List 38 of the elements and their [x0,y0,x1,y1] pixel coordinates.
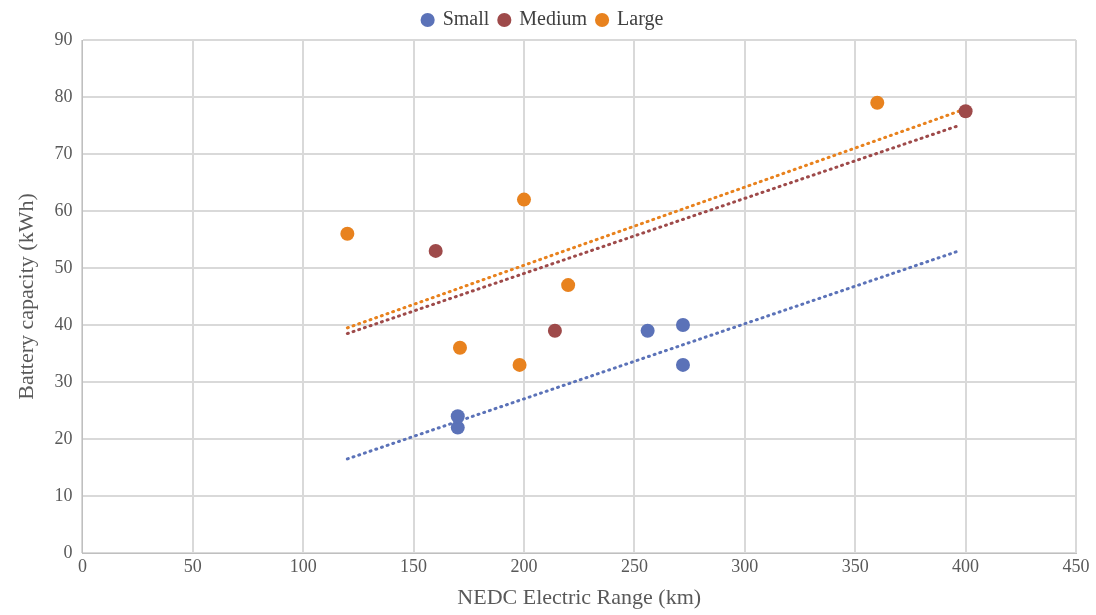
y-tick-label: 0 [63,541,73,562]
point [675,318,690,332]
point [452,340,467,355]
legend-label: Large [617,7,664,31]
x-tick-label: 300 [731,555,759,576]
y-tick-label: 10 [54,484,73,505]
point [512,357,527,372]
legend-label: Medium [519,7,588,30]
y-axis-title: Battery capacity (kWh) [12,193,38,400]
y-tick-label: 60 [54,199,73,220]
y-tick-label: 80 [54,85,73,106]
x-tick-label: 150 [400,555,428,576]
x-tick-label: 0 [77,555,87,576]
point [640,323,655,338]
y-tick-label: 30 [54,370,73,391]
x-tick-label: 350 [841,555,869,576]
x-tick-label: 200 [510,555,538,576]
point [547,323,562,338]
point [870,95,885,110]
point [428,243,443,258]
point [517,192,531,207]
point [675,357,690,372]
point [450,409,465,424]
y-tick-label: 20 [54,427,73,448]
x-axis-title: NEDC Electric Range (km) [457,583,702,609]
x-tick-label: 450 [1062,555,1090,576]
x-tick-label: 100 [289,555,317,576]
y-tick-label: 90 [54,28,73,49]
y-tick-label: 50 [54,256,73,277]
y-tick-label: 70 [54,142,73,163]
x-tick-label: 50 [183,555,202,576]
legend-label: Small [442,7,490,30]
point [561,278,576,293]
x-tick-label: 250 [620,555,648,576]
y-tick-label: 40 [54,313,73,334]
point [958,104,973,119]
x-tick-label: 400 [952,555,980,576]
point [340,226,355,241]
